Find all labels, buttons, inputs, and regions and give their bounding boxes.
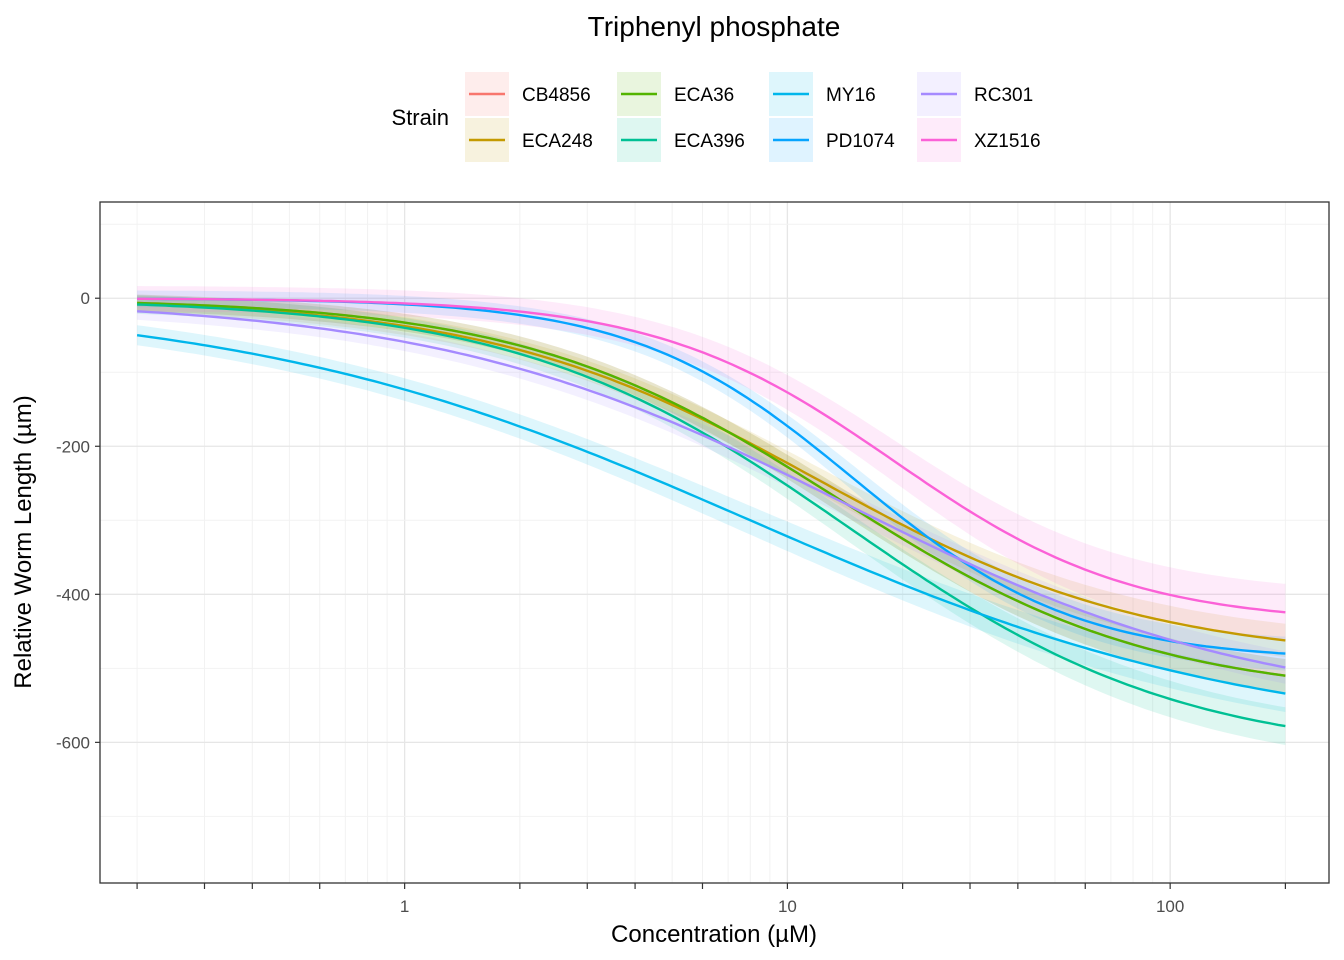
legend-label: RC301	[974, 85, 1033, 106]
legend-item: ECA36	[617, 72, 734, 116]
x-tick-label: 10	[778, 897, 797, 916]
band-ECA396	[137, 295, 1286, 745]
band-RC301	[137, 302, 1286, 684]
curve-RC301	[137, 310, 1286, 669]
legend-label: PD1074	[826, 131, 895, 152]
legend-label: ECA36	[674, 85, 734, 106]
legend-label: ECA248	[522, 131, 593, 152]
plot-border	[99, 201, 1330, 884]
band-MY16	[137, 325, 1286, 712]
curve-ECA36	[137, 301, 1286, 677]
legend-title: Strain	[392, 105, 449, 130]
curve-MY16	[136, 334, 1286, 695]
y-axis: 0 -200 -400 -600	[56, 289, 100, 752]
y-axis-title: Relative Worm Length (µm)	[10, 395, 37, 688]
legend-item: RC301	[917, 72, 1033, 116]
legend-item: MY16	[769, 72, 876, 116]
legend-item: ECA396	[617, 118, 745, 162]
y-tick-label: -600	[56, 733, 90, 752]
x-axis-title: Concentration (µM)	[611, 921, 817, 948]
legend-item: XZ1516	[917, 118, 1041, 162]
x-tick-label: 1	[400, 897, 409, 916]
y-tick-label: -200	[56, 437, 90, 456]
legend-label: CB4856	[522, 85, 591, 106]
legend-item: PD1074	[769, 118, 895, 162]
legend-item: ECA248	[465, 118, 593, 162]
curves	[136, 297, 1286, 728]
grid-major	[100, 297, 1329, 744]
curve-XZ1516	[137, 297, 1286, 614]
band-XZ1516	[137, 286, 1286, 641]
y-tick-label: 0	[81, 289, 90, 308]
x-tick-label: 100	[1156, 897, 1184, 916]
legend: Strain CB4856 ECA248 ECA36 ECA396 MY16 PD1074…	[392, 72, 1041, 162]
chart-title: Triphenyl phosphate	[588, 11, 841, 42]
y-tick-label: -400	[56, 585, 90, 604]
curve-ECA396	[137, 303, 1286, 728]
x-axis: 1 10 100	[136, 883, 1286, 916]
grid-minor	[100, 202, 1329, 883]
legend-label: ECA396	[674, 131, 745, 152]
band-ECA248	[137, 295, 1286, 658]
legend-label: XZ1516	[974, 131, 1041, 152]
legend-item: CB4856	[465, 72, 591, 116]
legend-label: MY16	[826, 85, 876, 106]
